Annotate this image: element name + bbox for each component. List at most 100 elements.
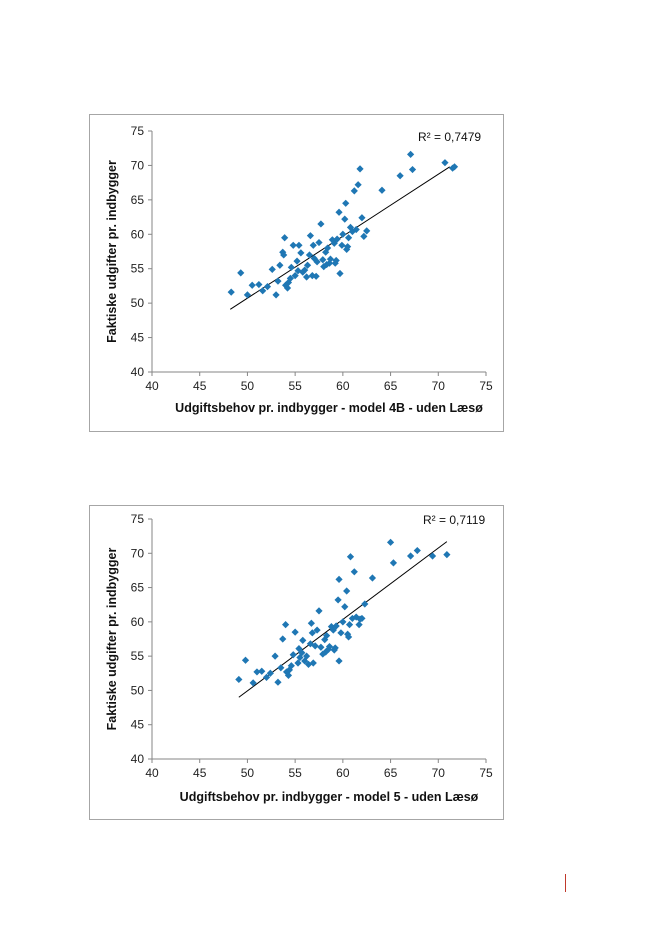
data-point	[378, 186, 386, 194]
x-tick-label: 45	[193, 766, 207, 780]
data-point	[320, 263, 328, 271]
y-tick-label: 45	[131, 331, 145, 345]
data-point	[309, 241, 317, 249]
page-marker	[565, 874, 566, 892]
data-point	[303, 261, 312, 269]
y-tick-label: 60	[131, 227, 145, 241]
data-point	[313, 258, 321, 266]
data-point	[407, 150, 415, 159]
r-squared-annotation: R² = 0,7119	[423, 513, 485, 527]
data-point	[396, 172, 404, 180]
data-point	[276, 261, 284, 269]
data-point	[350, 568, 358, 576]
data-point	[309, 659, 317, 667]
data-point	[337, 629, 345, 637]
data-point	[315, 238, 323, 247]
data-point	[335, 657, 343, 665]
data-point	[317, 643, 325, 651]
data-point	[350, 187, 358, 195]
data-point	[308, 629, 316, 637]
data-point	[248, 281, 256, 289]
data-point	[346, 553, 355, 561]
y-tick-label: 50	[131, 296, 145, 310]
data-point	[279, 635, 287, 643]
data-point	[227, 288, 235, 296]
y-tick-label: 65	[131, 193, 145, 207]
data-point	[306, 232, 315, 240]
data-point	[338, 241, 346, 249]
data-point	[368, 574, 377, 582]
x-tick-label: 50	[241, 379, 255, 393]
data-point	[363, 227, 371, 235]
data-point	[341, 603, 349, 611]
data-point	[253, 668, 261, 676]
data-point	[345, 621, 354, 629]
data-point	[346, 223, 355, 231]
data-point	[315, 607, 323, 615]
data-point	[335, 208, 343, 216]
x-axis-label: Udgiftsbehov pr. indbygger - model 5 - u…	[180, 790, 479, 804]
x-tick-label: 45	[193, 379, 207, 393]
data-point	[348, 227, 356, 236]
x-tick-label: 50	[241, 766, 255, 780]
data-point	[323, 244, 332, 252]
x-axis-label: Udgiftsbehov pr. indbygger - model 4B - …	[175, 401, 483, 415]
data-point	[354, 181, 362, 189]
data-point	[361, 600, 369, 608]
data-point	[335, 575, 343, 583]
data-point	[358, 214, 366, 222]
data-point	[272, 291, 280, 299]
data-point	[322, 248, 330, 256]
x-tick-label: 75	[479, 379, 493, 393]
x-tick-label: 55	[288, 379, 302, 393]
data-point	[297, 249, 305, 257]
y-tick-label: 40	[131, 752, 145, 766]
data-point	[281, 234, 289, 242]
data-point	[312, 272, 320, 280]
y-tick-label: 65	[131, 581, 145, 595]
x-tick-label: 40	[145, 379, 159, 393]
data-point	[334, 596, 342, 604]
data-point	[322, 648, 330, 656]
data-point	[243, 291, 252, 299]
x-tick-label: 75	[479, 766, 493, 780]
data-point	[408, 165, 417, 174]
x-tick-label: 65	[384, 766, 398, 780]
y-axis-label: Faktiske udgifter pr. indbygger	[105, 548, 119, 731]
data-point	[249, 679, 257, 687]
x-tick-label: 70	[432, 379, 446, 393]
data-point	[325, 642, 334, 651]
data-point	[413, 546, 421, 555]
data-point	[441, 159, 449, 167]
data-point	[386, 538, 395, 546]
data-point	[241, 656, 250, 664]
data-point	[274, 678, 282, 686]
data-point	[336, 269, 344, 278]
data-point	[295, 241, 303, 249]
data-point	[319, 650, 327, 658]
y-tick-label: 45	[131, 718, 145, 732]
data-point	[319, 256, 327, 264]
x-tick-label: 55	[288, 766, 302, 780]
data-point	[348, 614, 356, 623]
y-tick-label: 70	[131, 546, 145, 560]
data-point	[258, 667, 266, 675]
data-point	[342, 199, 350, 207]
data-point	[356, 165, 364, 173]
y-tick-label: 75	[131, 124, 145, 138]
data-point	[344, 234, 353, 242]
scatter-chart-model-4b: 40 45 50 55 60 65 70 75 40 45 50 55 60 65 70 75 Udgiftsb…	[89, 114, 504, 432]
scatter-chart-model-5: 40 45 50 55 60 65 70 75 40 45 50 55 60 65 70 75 Udgiftsb…	[89, 505, 504, 820]
data-point	[407, 552, 415, 560]
data-point	[291, 628, 299, 636]
data-point	[355, 621, 363, 629]
data-point	[341, 215, 349, 223]
x-tick-label: 65	[384, 379, 398, 393]
y-tick-label: 70	[131, 158, 145, 172]
data-point	[282, 621, 290, 629]
data-point	[255, 280, 263, 289]
y-tick-label: 55	[131, 262, 145, 276]
data-point	[443, 551, 451, 559]
data-point	[271, 652, 279, 660]
